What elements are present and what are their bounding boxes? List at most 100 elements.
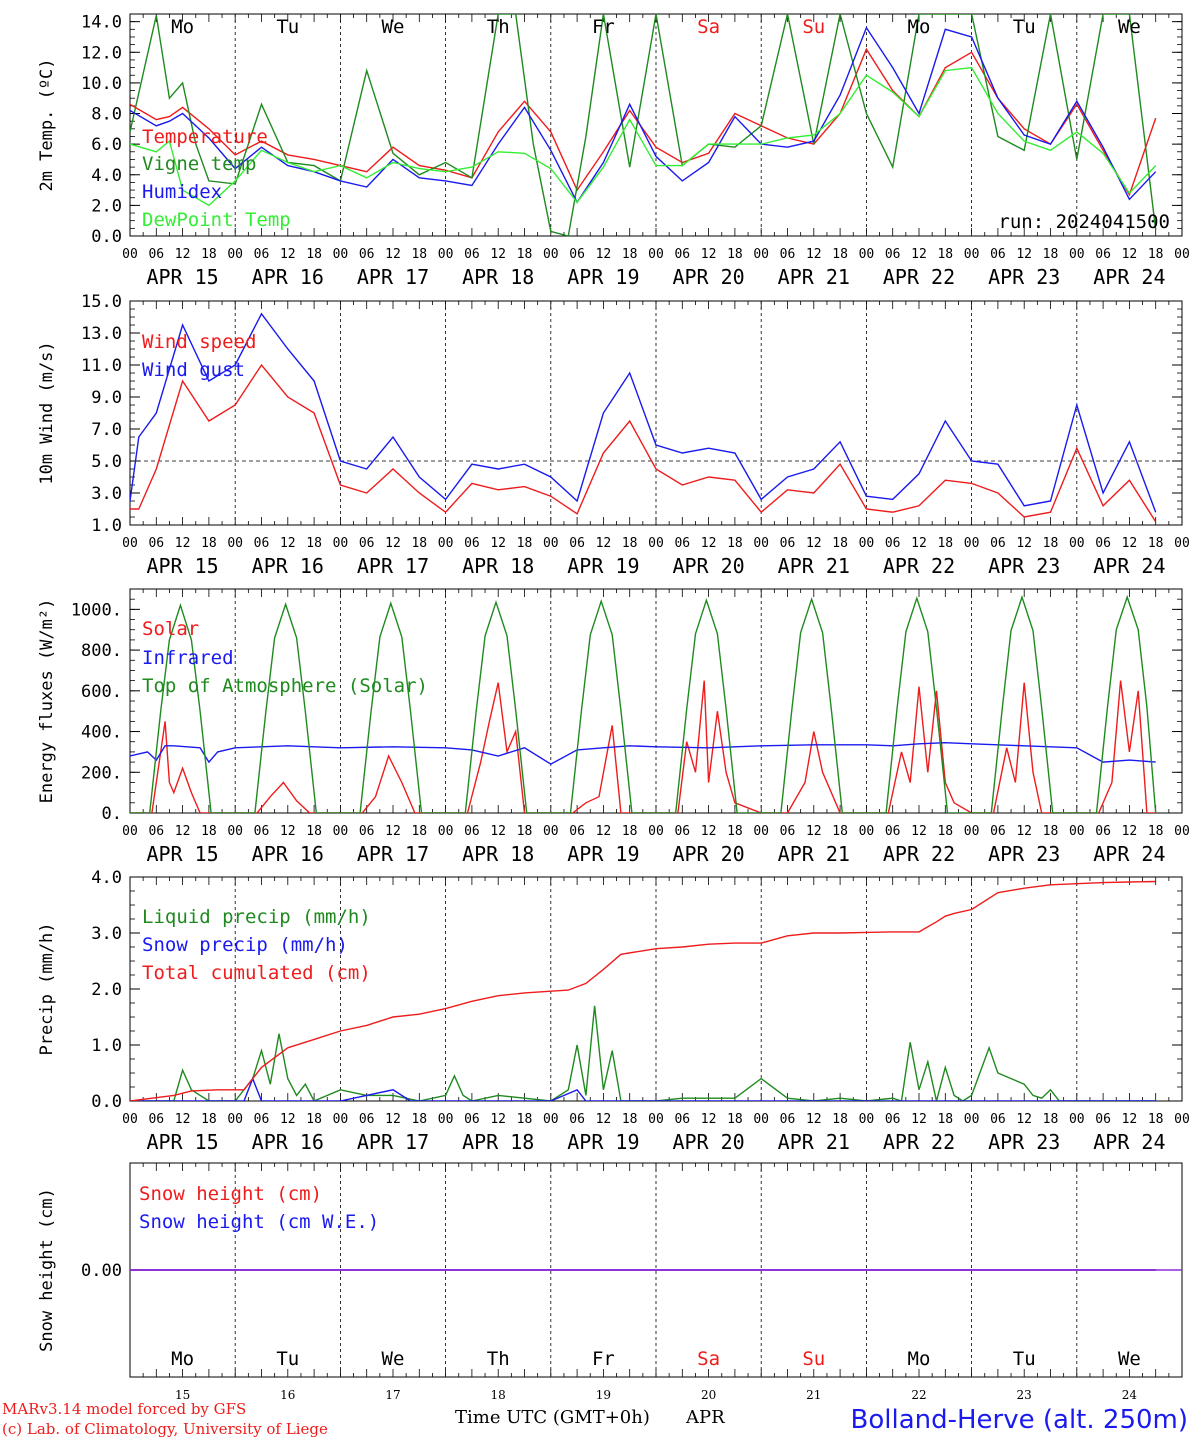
hour-label: 18: [201, 1112, 217, 1127]
y-axis-label: 2m Temp. (ºC): [37, 58, 57, 191]
hour-label: 18: [622, 824, 638, 839]
series-line-vigne-temp: [130, 14, 1157, 236]
hour-label: 18: [1043, 536, 1059, 551]
hour-label: 00: [333, 824, 349, 839]
y-tick-label: 7.0: [91, 420, 122, 440]
hour-label: 12: [806, 1112, 822, 1127]
hour-label: 18: [832, 824, 848, 839]
hour-label: 18: [411, 247, 427, 262]
date-label: APR 21: [778, 265, 850, 289]
y-tick-label: 0.0: [91, 1092, 122, 1112]
legend-entry: Liquid precip (mm/h): [142, 906, 371, 928]
hour-label: 06: [674, 247, 690, 262]
hour-label: 06: [359, 536, 375, 551]
y-tick-label: 11.0: [81, 356, 122, 376]
hour-label: 00: [753, 1112, 769, 1127]
series-group: [130, 594, 1157, 813]
hour-label: 18: [201, 824, 217, 839]
hour-label: 12: [1016, 824, 1032, 839]
hour-label: 12: [175, 247, 191, 262]
hour-label: 18: [1148, 536, 1164, 551]
date-label: APR 17: [357, 554, 429, 578]
date-label: APR 22: [883, 265, 955, 289]
hour-label: 18: [622, 1112, 638, 1127]
hour-label: 18: [306, 247, 322, 262]
day-number: 19: [596, 1388, 611, 1402]
hour-label: 12: [701, 247, 717, 262]
date-label: APR 23: [988, 554, 1060, 578]
hour-label: 00: [438, 1112, 454, 1127]
hour-label: 00: [333, 536, 349, 551]
hour-label: 12: [175, 824, 191, 839]
hour-label: 06: [780, 824, 796, 839]
hour-label: 12: [806, 536, 822, 551]
legend-entry: Snow precip (mm/h): [142, 934, 348, 956]
series-line-wind-gust: [130, 312, 1157, 513]
day-number: 24: [1122, 1388, 1138, 1402]
run-annotation: run: 2024041500: [998, 211, 1170, 233]
hour-label: 12: [1122, 824, 1138, 839]
legend-entry: DewPoint Temp: [142, 209, 291, 231]
hour-label: 12: [175, 1112, 191, 1127]
hour-label: 06: [1095, 536, 1111, 551]
hour-label: 18: [411, 1112, 427, 1127]
series-line-liquid-precip-mm-h-: [130, 1005, 1156, 1101]
y-tick-label: 3.0: [91, 924, 122, 944]
hour-label: 06: [1095, 247, 1111, 262]
plot-frame: [129, 588, 1183, 814]
series-line-humidex: [130, 26, 1157, 204]
hour-label: 00: [753, 247, 769, 262]
hour-label: 06: [148, 1112, 164, 1127]
hour-label: 00: [648, 247, 664, 262]
y-tick-label: 1000.: [71, 600, 122, 620]
hour-label: 06: [148, 536, 164, 551]
y-tick-label: 2.0: [91, 980, 122, 1000]
hour-label: 06: [254, 536, 270, 551]
series-line-wind-speed: [130, 363, 1157, 523]
hour-label: 12: [385, 536, 401, 551]
hour-label: 18: [517, 824, 533, 839]
hour-label: 00: [1069, 824, 1085, 839]
hour-label: 12: [1122, 536, 1138, 551]
hour-label: 00: [753, 536, 769, 551]
hour-label: 18: [411, 824, 427, 839]
series-group: [130, 14, 1157, 236]
series-line-total-cumulated-cm-: [130, 880, 1156, 1101]
series-group: [130, 880, 1156, 1101]
hour-label: 00: [1069, 247, 1085, 262]
hour-label: 00: [438, 247, 454, 262]
date-label: APR 24: [1093, 1130, 1165, 1154]
hour-label: 12: [385, 247, 401, 262]
y-tick-label: 12.0: [81, 43, 122, 63]
date-label: APR 22: [883, 842, 955, 866]
model-credit: MARv3.14 model forced by GFS: [2, 1400, 246, 1418]
hour-label: 18: [622, 247, 638, 262]
y-tick-label: 15.0: [81, 292, 122, 312]
hour-label: 12: [280, 1112, 296, 1127]
hour-label: 18: [937, 824, 953, 839]
hour-label: 06: [359, 824, 375, 839]
panel-5: 0.00 Snow height (cm) Snow height (cm) Snow…: [37, 1162, 1183, 1402]
hour-label: 06: [990, 1112, 1006, 1127]
y-tick-label: 9.0: [91, 388, 122, 408]
legend-entry: Humidex: [142, 181, 222, 203]
date-label: APR 19: [567, 265, 639, 289]
day-name: Th: [487, 16, 510, 38]
day-name: Su: [802, 1348, 825, 1370]
hour-label: 00: [438, 824, 454, 839]
y-tick-label: 1.0: [91, 516, 122, 536]
date-label: APR 17: [357, 1130, 429, 1154]
hour-label: 18: [937, 247, 953, 262]
hour-label: 00: [964, 1112, 980, 1127]
hour-label: 12: [1016, 247, 1032, 262]
date-label: APR 21: [778, 842, 850, 866]
day-name: Tu: [276, 1348, 299, 1370]
hour-label: 06: [990, 247, 1006, 262]
hour-label: 00: [543, 536, 559, 551]
day-number: 21: [806, 1388, 821, 1402]
date-label: APR 24: [1093, 554, 1165, 578]
legend-entry: Solar: [142, 618, 199, 640]
y-axis-label: Energy fluxes (W/m²): [37, 599, 57, 804]
hour-label: 12: [911, 1112, 927, 1127]
date-label: APR 16: [252, 554, 324, 578]
